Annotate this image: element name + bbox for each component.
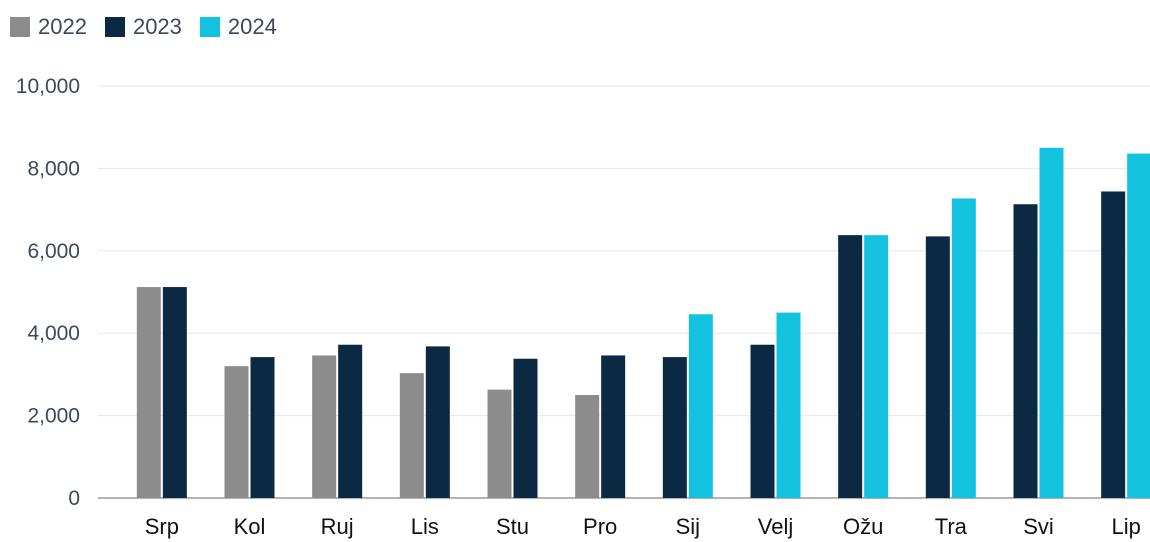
bar-2024-Sij (688, 314, 713, 498)
x-tick-label: Sij (676, 514, 700, 539)
legend-item-2022: 2022 (10, 14, 87, 40)
legend-label-2024: 2024 (227, 14, 277, 39)
x-tick-label: Kol (234, 514, 266, 539)
x-tick-label: Pro (583, 514, 617, 539)
y-axis-ticks: 0 2,000 4,000 6,000 8,000 10,000 (16, 75, 80, 510)
bar-2023-Svi (1013, 204, 1038, 498)
bar-2023-Kol (250, 357, 275, 498)
legend-label-2023: 2023 (132, 14, 182, 39)
bars (136, 147, 1150, 499)
y-tick-label: 8,000 (27, 157, 80, 180)
y-tick-label: 6,000 (27, 240, 80, 263)
x-tick-label: Lip (1111, 514, 1140, 539)
y-tick-label: 10,000 (16, 75, 80, 98)
bar-2023-Srp (162, 287, 187, 498)
bar-2024-Velj (776, 312, 801, 498)
bar-2022-Stu (487, 389, 512, 498)
legend-item-2023: 2023 (104, 14, 182, 40)
legend-swatch-2022 (10, 17, 30, 37)
bar-2023-Tra (925, 236, 950, 498)
bar-2022-Kol (224, 366, 249, 498)
legend-label-2022: 2022 (38, 14, 87, 39)
y-tick-label: 0 (68, 487, 80, 510)
bar-2022-Ruj (312, 355, 337, 498)
x-tick-label: Lis (411, 514, 439, 539)
x-tick-label: Ožu (843, 514, 883, 539)
legend-swatch-2024 (199, 17, 220, 37)
legend-swatch-2023 (104, 17, 125, 37)
x-tick-label: Velj (758, 514, 793, 539)
bar-2023-Sij (662, 357, 687, 498)
chart-legend: 2022 2023 2024 (10, 14, 277, 40)
x-tick-label: Ruj (321, 514, 354, 539)
bar-2023-Stu (513, 358, 538, 498)
bar-2023-Ruj (338, 344, 363, 498)
bar-2023-Velj (750, 344, 775, 498)
bar-2024-Ožu (864, 235, 889, 499)
bar-2024-Tra (951, 198, 976, 498)
bar-2023-Ožu (838, 235, 863, 499)
bar-2024-Lip (1127, 153, 1150, 498)
bar-2023-Pro (601, 355, 626, 498)
bar-2022-Lis (399, 373, 424, 498)
x-tick-label: Srp (145, 514, 179, 539)
bar-2022-Srp (136, 287, 161, 498)
legend-item-2024: 2024 (199, 14, 277, 40)
x-axis-ticks: Srp Kol Ruj Lis Stu Pro Sij Velj Ožu Tra Svi Lip (145, 514, 1141, 539)
bar-2024-Svi (1039, 147, 1064, 499)
x-tick-label: Svi (1023, 514, 1054, 539)
bar-2023-Lip (1101, 191, 1126, 499)
x-tick-label: Tra (935, 514, 968, 539)
x-tick-label: Stu (496, 514, 529, 539)
bar-2023-Lis (425, 346, 450, 498)
y-tick-label: 2,000 (27, 405, 80, 428)
y-tick-label: 4,000 (27, 322, 80, 345)
bar-2022-Pro (575, 395, 600, 498)
